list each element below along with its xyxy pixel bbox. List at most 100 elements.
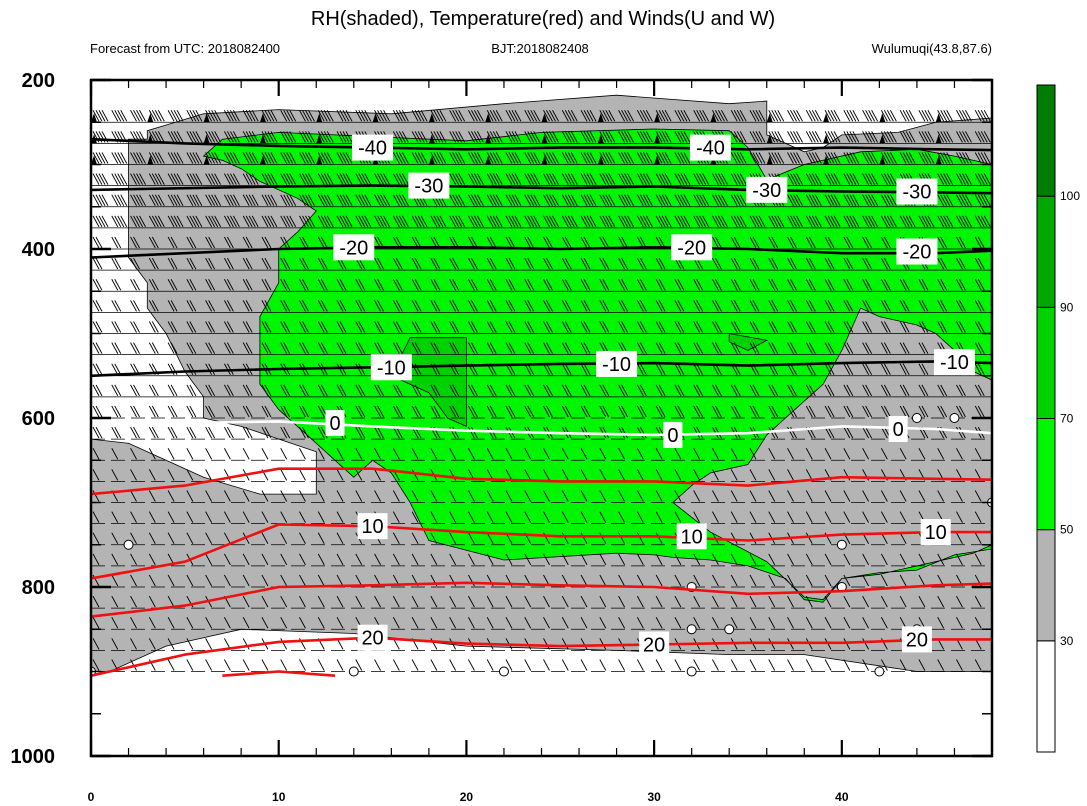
wind-barb: [543, 448, 550, 460]
wind-barb: [267, 215, 275, 228]
wind-barb: [683, 131, 691, 143]
wind-barb: [280, 490, 288, 502]
wind-barb: [170, 215, 178, 228]
wind-barb: [661, 152, 669, 164]
wind-barb: [261, 659, 269, 671]
wind-barb: [452, 384, 460, 397]
wind-barb: [658, 257, 666, 270]
wind-barb: [111, 595, 119, 608]
wind-barb: [543, 659, 550, 671]
wind-barb: [486, 405, 494, 418]
wind-pennant: [316, 113, 323, 123]
wind-barb: [398, 110, 406, 122]
wind-barb: [843, 152, 851, 164]
wind-barb: [608, 152, 616, 164]
wind-barb: [264, 321, 272, 333]
wind-barb: [317, 553, 325, 566]
wind-barb: [974, 553, 982, 566]
wind-barb: [997, 322, 1003, 333]
wind-barb: [468, 152, 475, 164]
wind-barb: [940, 300, 948, 312]
wind-barb: [752, 110, 760, 122]
wind-barb: [242, 553, 250, 566]
wind-barb: [242, 617, 250, 629]
wind-barb: [871, 110, 878, 122]
wind-barb: [787, 595, 794, 608]
wind-barb: [693, 448, 701, 460]
wind-barb: [411, 321, 419, 333]
wind-barb: [205, 363, 213, 375]
wind-barb: [452, 194, 460, 206]
wind-pennant: [485, 155, 492, 165]
wind-barb: [533, 152, 541, 164]
wind-barb: [655, 405, 663, 418]
wind-barb: [956, 405, 963, 418]
wind-barb: [658, 194, 666, 206]
wind-barb: [130, 553, 137, 566]
wind-barb: [377, 215, 384, 228]
wind-barb: [793, 110, 800, 122]
wind-barb: [824, 236, 832, 249]
wind-barb: [602, 426, 610, 439]
wind-barb: [965, 194, 972, 206]
wind-barb: [824, 131, 832, 143]
wind-barb: [862, 342, 869, 354]
wind-barb: [317, 152, 325, 164]
wind-barb: [546, 300, 553, 312]
wind-barb: [830, 110, 838, 122]
wind-barb: [148, 342, 156, 354]
isotherm-25: [222, 670, 336, 677]
wind-barb: [655, 257, 663, 270]
wind-barb: [395, 405, 403, 418]
wind-barb: [242, 215, 250, 228]
wind-barb: [865, 300, 872, 312]
wind-barb: [230, 131, 237, 143]
wind-barb: [336, 300, 344, 312]
wind-barb: [808, 110, 816, 122]
wind-barb: [167, 131, 175, 143]
wind-barb: [997, 279, 1003, 290]
colorbar-box: [1036, 418, 1056, 531]
wind-barb: [546, 131, 553, 143]
wind-barb: [924, 131, 932, 143]
wind-barb: [655, 595, 663, 608]
wind-barb: [189, 215, 197, 228]
wind-barb: [865, 279, 872, 291]
wind-barb: [730, 152, 738, 164]
wind-barb: [420, 110, 428, 122]
colorbar-label: 100: [1060, 189, 1080, 203]
wind-barb: [151, 405, 159, 418]
wind-barb: [92, 426, 100, 439]
x-tick-label: 0: [88, 790, 95, 804]
wind-barb: [546, 236, 553, 249]
wind-barb: [401, 173, 409, 185]
wind-barb: [1000, 131, 1006, 142]
wind-barb: [151, 321, 159, 333]
wind-barb: [148, 448, 156, 460]
wind-barb: [130, 342, 137, 354]
wind-barb: [511, 215, 519, 228]
wind-barb: [133, 279, 140, 291]
wind-barb: [580, 659, 588, 671]
wind-barb: [918, 215, 926, 228]
wind-barb: [752, 236, 760, 249]
wind-barb: [173, 131, 181, 143]
wind-barb: [120, 194, 128, 206]
wind-barb: [787, 426, 794, 439]
wind-barb: [618, 152, 625, 164]
wind-barb: [227, 342, 234, 354]
wind-barb: [151, 236, 159, 249]
wind-barb: [862, 638, 869, 650]
wind-barb: [411, 342, 419, 354]
wind-barb: [308, 194, 315, 206]
wind-barb: [117, 173, 125, 185]
wind-barb: [655, 511, 663, 523]
wind-barb: [871, 194, 878, 206]
wind-barb: [814, 152, 822, 164]
wind-barb: [808, 405, 816, 418]
wind-barb: [433, 321, 441, 333]
wind-barb: [505, 300, 513, 312]
wind-barb: [264, 405, 272, 418]
wind-barb: [468, 131, 475, 143]
wind-barb: [580, 617, 588, 629]
